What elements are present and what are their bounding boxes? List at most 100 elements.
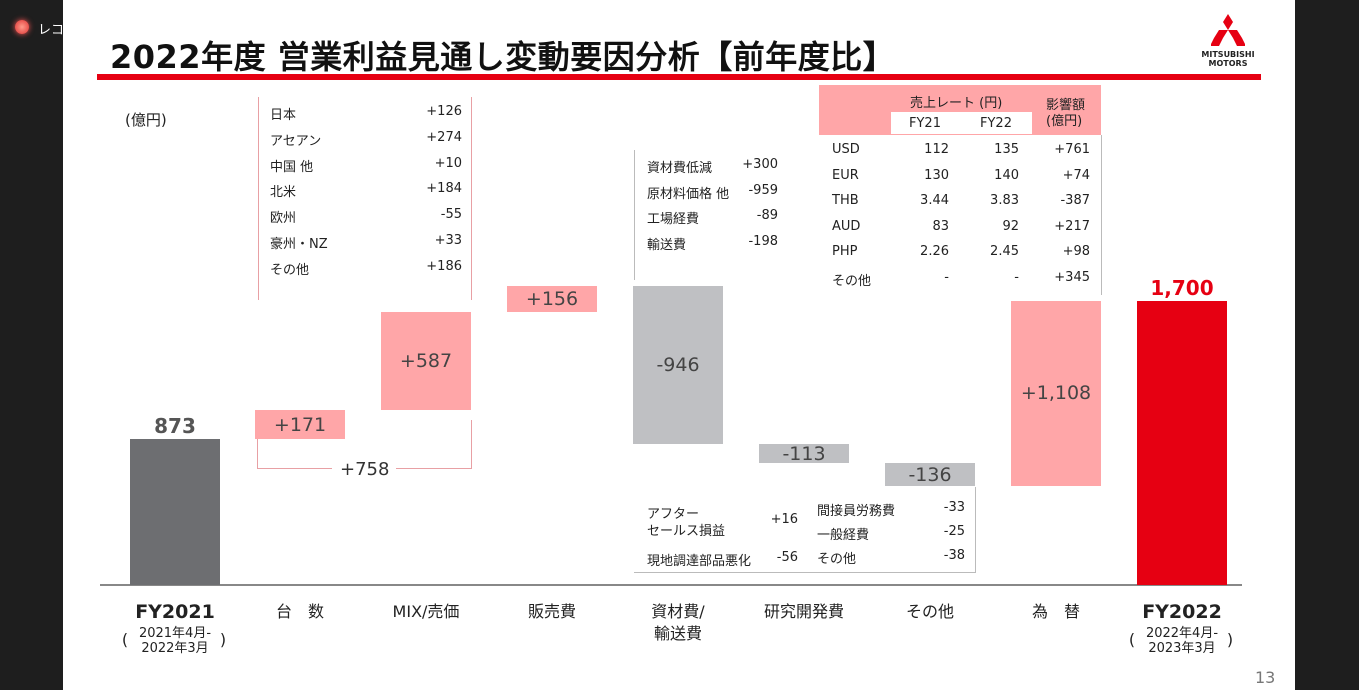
material-table-line xyxy=(634,150,635,280)
bar xyxy=(130,439,220,585)
paren-close: ) xyxy=(219,630,227,649)
bottom-right-value: -33 xyxy=(943,500,965,515)
fx-fy22: 3.83 xyxy=(990,193,1019,209)
recording-label: レコ xyxy=(38,23,65,38)
volume-row-label: 豪州・NZ xyxy=(270,237,328,252)
fx-fy21: 3.44 xyxy=(920,193,949,209)
volume-row-value: +10 xyxy=(434,155,462,171)
bottom-right-label: その他 xyxy=(817,552,857,567)
data-label: -113 xyxy=(782,442,826,465)
bar xyxy=(1011,300,1101,486)
category-label: 台 数 xyxy=(275,602,325,621)
bottom-label: 現地調達部品悪化 xyxy=(647,554,752,569)
material-row-value: -959 xyxy=(748,182,778,198)
bracket-left xyxy=(257,420,258,468)
volume-row-value: +33 xyxy=(434,233,462,248)
category-period: 2021年4月- xyxy=(138,626,212,641)
material-row-value: -89 xyxy=(756,208,778,224)
bracket-right xyxy=(471,420,472,468)
recording-indicator[interactable] xyxy=(15,20,29,34)
bracket-bottom-left xyxy=(257,468,332,469)
mitsubishi-logo: MITSUBISHI MOTORS xyxy=(1200,14,1256,68)
fx-fy22: - xyxy=(1014,270,1019,285)
data-label: +156 xyxy=(525,288,579,311)
fx-impact: +761 xyxy=(1054,142,1090,157)
fx-fy22: 92 xyxy=(1002,218,1019,234)
bracket-bottom-right xyxy=(396,468,472,469)
bottom-right-label: 間接員労務費 xyxy=(817,504,896,519)
data-label: +1,108 xyxy=(1020,382,1092,405)
bottom-value: -56 xyxy=(776,550,798,565)
fx-currency: AUD xyxy=(832,218,861,234)
volume-row-label: アセアン xyxy=(270,133,322,149)
bottom-right-label: 一般経費 xyxy=(817,528,870,543)
category-label: FY2021 xyxy=(135,601,215,623)
three-diamonds-icon xyxy=(1210,14,1246,46)
bottom-table-bottom-line xyxy=(634,572,975,573)
fx-currency: その他 xyxy=(832,274,872,289)
bar xyxy=(507,286,597,313)
volume-table-right-line xyxy=(471,97,472,300)
bar xyxy=(255,410,345,439)
bottom-value: +16 xyxy=(770,512,798,527)
bottom-right-value: -38 xyxy=(943,548,965,563)
data-label: 1,700 xyxy=(1150,275,1214,300)
volume-row-label: 中国 他 xyxy=(270,159,314,175)
bar xyxy=(633,286,723,445)
data-label: -136 xyxy=(908,463,952,486)
bar xyxy=(885,463,975,486)
fx-fy22: 2.45 xyxy=(990,244,1019,260)
bracket-label: +758 xyxy=(340,459,390,480)
fx-fy22-header: FY22 xyxy=(980,116,1012,131)
volume-row-value: +186 xyxy=(426,258,462,274)
category-label: FY2022 xyxy=(1142,601,1222,623)
unit-label: (億円) xyxy=(125,111,167,129)
logo-text-2: MOTORS xyxy=(1208,59,1248,68)
bar xyxy=(1137,300,1227,585)
fx-fy21: - xyxy=(944,270,949,285)
volume-row-label: 北米 xyxy=(270,185,297,201)
page-title: 2022年度 営業利益見通し変動要因分析【前年度比】 xyxy=(110,38,896,76)
volume-row-label: 欧州 xyxy=(270,211,297,227)
volume-row-value: +184 xyxy=(426,181,462,197)
material-row-label: 輸送費 xyxy=(647,238,687,254)
material-row-label: 資材費低減 xyxy=(647,161,713,176)
fx-impact-header-2: (億円) xyxy=(1046,114,1083,129)
bar xyxy=(759,444,849,464)
fx-impact-header-1: 影響額 xyxy=(1046,98,1086,113)
fx-impact: +98 xyxy=(1062,244,1090,260)
fx-currency: THB xyxy=(832,193,859,209)
data-label: -946 xyxy=(656,354,700,377)
bottom-right-value: -25 xyxy=(943,524,965,539)
fx-impact: -387 xyxy=(1060,193,1090,209)
fx-fy21-header: FY21 xyxy=(909,116,941,131)
fx-impact: +74 xyxy=(1062,167,1090,183)
fx-fy22: 135 xyxy=(994,142,1019,157)
category-label: MIX/売価 xyxy=(392,602,460,621)
fx-table-right-line xyxy=(1101,135,1102,295)
bottom-label: アフター xyxy=(647,507,700,522)
fx-impact: +345 xyxy=(1054,270,1090,285)
bottom-label: セールス損益 xyxy=(647,524,726,539)
page-number: 13 xyxy=(1255,668,1276,687)
fx-currency: USD xyxy=(832,142,860,157)
category-label: 為 替 xyxy=(1031,602,1081,621)
material-row-label: 工場経費 xyxy=(647,212,700,228)
bar xyxy=(381,312,471,411)
data-label: +171 xyxy=(273,413,327,436)
fx-currency: EUR xyxy=(832,167,859,183)
chart-baseline xyxy=(100,584,1242,586)
category-label: 資材費/ xyxy=(651,602,705,621)
fx-fy21: 112 xyxy=(924,142,949,157)
title-underline xyxy=(97,74,1261,80)
volume-row-value: -55 xyxy=(440,207,462,223)
fx-fy21: 130 xyxy=(924,167,949,183)
category-period: 2023年3月 xyxy=(1148,641,1216,656)
paren-open: ( xyxy=(1128,630,1136,649)
volume-row-label: その他 xyxy=(270,262,310,278)
data-label: +587 xyxy=(399,350,453,373)
fx-year-header-box xyxy=(891,112,1032,134)
category-label: その他 xyxy=(905,602,955,621)
material-row-label: 原材料価格 他 xyxy=(647,186,730,202)
fx-fy22: 140 xyxy=(994,167,1019,183)
